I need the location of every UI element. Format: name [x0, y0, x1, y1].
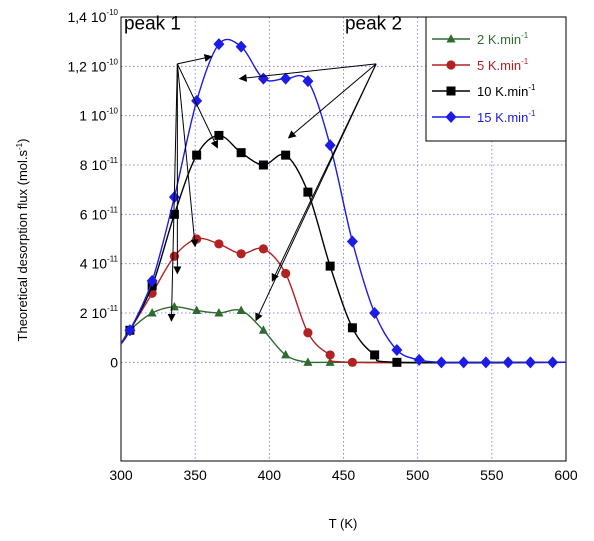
annotation-arrow [177, 54, 213, 65]
data-point [435, 356, 447, 369]
data-point [147, 308, 157, 317]
data-point [280, 72, 292, 85]
legend: 2 K.min-1 5 K.min-1 10 K.min-1 15 K.min-1 [425, 16, 567, 142]
data-point [480, 356, 492, 369]
legend-label: 2 K.min-1 [477, 31, 529, 47]
legend-item: 5 K.min-1 [432, 57, 529, 73]
x-axis-title: T (K) [329, 516, 358, 531]
annotations: peak 1 peak 2 [124, 13, 402, 322]
data-point [214, 308, 224, 317]
legend-label: 15 K.min-1 [477, 109, 536, 125]
legend-marker [446, 34, 456, 43]
data-point [236, 148, 246, 158]
y-tick-label: 1 10-10 [79, 107, 118, 124]
data-point [258, 325, 268, 334]
data-point [258, 160, 268, 170]
y-tick-labels: 0 2 10-11 4 10-11 6 10-11 8 10-11 1 10-10 1,2 … [68, 8, 119, 370]
data-point [236, 249, 246, 259]
legend-marker [446, 86, 456, 96]
legend-marker [446, 60, 456, 70]
data-point [124, 324, 136, 337]
annotation-peak-1 [167, 54, 219, 322]
legend-marker [445, 111, 457, 123]
annotation-label: peak 2 [345, 13, 402, 34]
data-point [325, 357, 335, 366]
x-tick-labels: 300 350 400 450 500 550 600 [109, 467, 578, 483]
annotation-arrow [167, 63, 178, 322]
data-point [502, 356, 514, 369]
x-tick-label: 400 [258, 467, 282, 483]
series-layer [121, 38, 566, 369]
y-tick-label: 2 10-11 [80, 304, 119, 321]
data-point [391, 344, 403, 356]
data-point [192, 234, 202, 244]
series-0 [121, 301, 566, 366]
data-point [281, 349, 291, 359]
x-tick-label: 550 [480, 467, 504, 483]
data-point [347, 357, 357, 367]
x-tick-label: 500 [406, 467, 430, 483]
data-point [146, 274, 158, 287]
y-tick-label: 6 10-11 [80, 205, 119, 222]
data-point [302, 75, 314, 88]
data-point [325, 261, 335, 271]
annotation-arrow [287, 63, 377, 139]
data-point [169, 251, 179, 261]
data-point [392, 357, 402, 367]
data-point [303, 187, 313, 197]
annotation-arrow [255, 63, 377, 322]
y-tick-label: 8 10-11 [80, 156, 119, 173]
data-point [214, 239, 224, 249]
data-point [169, 209, 179, 219]
data-point [324, 139, 336, 152]
plot-frame [120, 16, 567, 462]
data-point [303, 357, 313, 366]
data-point [458, 356, 470, 369]
legend-item: 15 K.min-1 [432, 109, 536, 125]
data-point [236, 305, 246, 315]
annotation-label: peak 1 [124, 13, 181, 34]
data-point [413, 353, 425, 366]
series-line [121, 38, 566, 364]
data-point [235, 40, 247, 53]
legend-label: 10 K.min-1 [477, 83, 536, 99]
data-point [346, 235, 358, 248]
x-tick-label: 450 [332, 467, 356, 483]
x-tick-label: 300 [109, 467, 133, 483]
y-tick-label: 0 [110, 354, 118, 370]
annotation-arrow [238, 63, 377, 82]
data-point [258, 244, 268, 254]
y-tick-label: 1,2 10-10 [68, 57, 119, 74]
data-point [303, 328, 313, 338]
data-point [370, 350, 380, 360]
data-point [281, 268, 291, 279]
data-point [192, 305, 202, 315]
x-tick-label: 600 [554, 467, 578, 483]
data-point [214, 130, 224, 140]
data-point [524, 356, 536, 369]
y-tick-label: 4 10-11 [80, 255, 119, 272]
data-point [369, 307, 381, 319]
legend-label: 5 K.min-1 [477, 57, 529, 73]
y-tick-label: 1,4 10-10 [68, 8, 119, 25]
data-point [281, 150, 291, 160]
data-point [213, 38, 225, 51]
annotation-arrow [176, 63, 199, 248]
data-point [325, 350, 335, 360]
legend-item: 2 K.min-1 [432, 31, 529, 47]
series-3 [121, 38, 566, 369]
legend-item: 10 K.min-1 [432, 83, 536, 99]
y-axis-title: Theoretical desorption flux (mol.s-1) [15, 139, 30, 342]
annotation-arrow [176, 63, 219, 149]
annotation-peak-2 [238, 63, 377, 322]
data-point [347, 323, 357, 333]
data-point [547, 356, 559, 369]
x-tick-label: 350 [183, 467, 207, 483]
data-point [192, 150, 202, 160]
